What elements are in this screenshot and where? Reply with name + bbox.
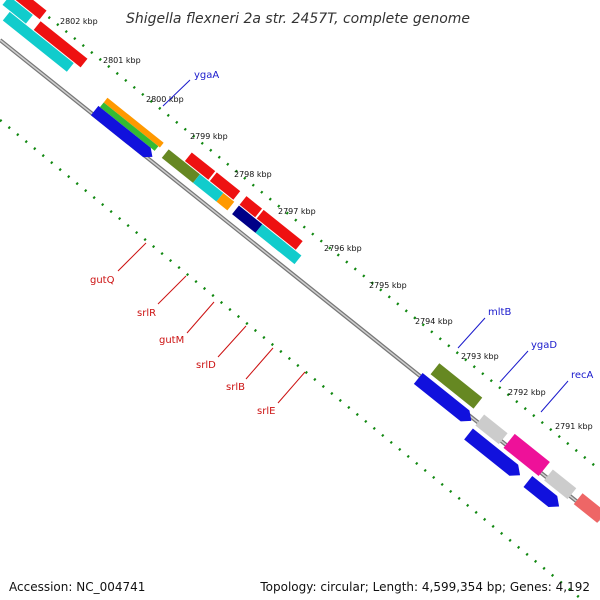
gene-bar xyxy=(209,172,241,200)
gene-label-gutM: gutM xyxy=(159,335,184,346)
gene-label-gutQ: gutQ xyxy=(90,275,115,286)
gene-bar xyxy=(544,469,577,500)
accession-text: Accession: NC_004741 xyxy=(9,580,146,594)
tick-label: 2800 kbp xyxy=(146,95,184,104)
gene-bar xyxy=(239,196,263,218)
gene-bar xyxy=(161,149,200,183)
gene-label-srlD: srlD xyxy=(196,360,216,371)
gene-bar xyxy=(256,209,303,250)
gene-features xyxy=(2,0,600,523)
gene-label-mltB: mltB xyxy=(488,307,511,318)
lower-dotted-line xyxy=(0,119,581,599)
gene-bar xyxy=(573,493,600,523)
gene-arrow xyxy=(90,105,153,158)
gene-bar xyxy=(430,363,483,409)
gene-bar xyxy=(99,102,159,151)
gene-arrow xyxy=(464,428,521,476)
tick-labels: 2802 kbp 2801 kbp 2800 kbp 2799 kbp 2798… xyxy=(60,17,593,431)
gene-bar xyxy=(2,0,33,24)
scale-dotted-line xyxy=(39,9,600,471)
gene-bar xyxy=(271,236,302,265)
tick-label: 2793 kbp xyxy=(461,352,499,361)
gene-label-srlB: srlB xyxy=(226,382,245,393)
tick-label: 2798 kbp xyxy=(234,170,272,179)
gene-label-srlR: srlR xyxy=(137,308,156,319)
topology-text: Topology: circular; Length: 4,599,354 bp… xyxy=(260,580,590,594)
gene-bar xyxy=(232,205,263,233)
map-title: Shigella flexneri 2a str. 2457T, complet… xyxy=(126,11,470,27)
gene-arrow xyxy=(413,372,472,422)
gene-bar xyxy=(103,97,164,148)
tick-label: 2796 kbp xyxy=(324,244,362,253)
gene-arrow xyxy=(523,476,560,507)
tick-label: 2799 kbp xyxy=(190,132,228,141)
gene-bar xyxy=(33,21,88,68)
gene-label-ygaD: ygaD xyxy=(531,340,557,351)
gene-label-recA: recA xyxy=(571,370,594,381)
gene-bar xyxy=(503,433,550,477)
gene-label-ygaA: ygaA xyxy=(194,70,219,81)
tick-label: 2795 kbp xyxy=(369,281,407,290)
upper-gene-labels: ygaA mltB ygaD recA xyxy=(162,70,594,413)
gene-bar xyxy=(193,174,224,202)
tick-label: 2802 kbp xyxy=(60,17,98,26)
tick-label: 2801 kbp xyxy=(103,56,141,65)
tick-label: 2791 kbp xyxy=(555,422,593,431)
gene-bar xyxy=(9,0,47,20)
gene-bar xyxy=(184,152,216,180)
tick-label: 2792 kbp xyxy=(508,388,546,397)
gene-label-srlE: srlE xyxy=(257,406,275,417)
gene-bar xyxy=(2,11,74,72)
gene-bar xyxy=(475,414,508,445)
tick-label: 2794 kbp xyxy=(415,317,453,326)
tick-label: 2797 kbp xyxy=(278,207,316,216)
gene-bar xyxy=(216,193,235,211)
lower-gene-labels: gutQ srlR gutM srlD srlB srlE xyxy=(90,242,306,417)
